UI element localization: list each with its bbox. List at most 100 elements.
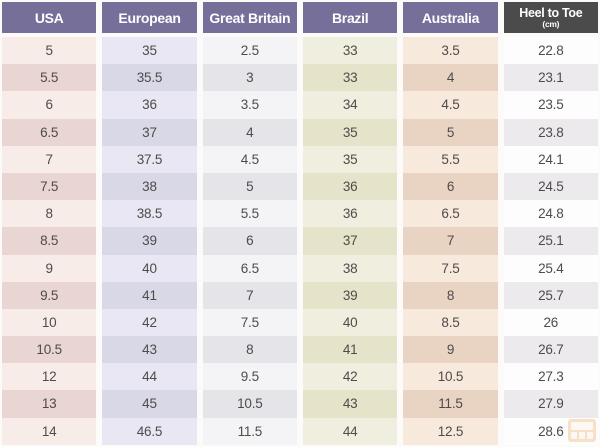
table-cell: 5.5: [2, 64, 97, 92]
table-cell: 44: [102, 363, 197, 391]
column-brazil: Brazil 33 33 34 35 35 36 36 37 38 39 40 41 42 43 44: [302, 2, 398, 445]
table-cell: 40: [102, 254, 197, 282]
table-cell: 44: [302, 417, 398, 445]
table-cell: 26.7: [503, 336, 598, 364]
table-cell: 22.8: [503, 37, 598, 65]
table-cell: 5: [202, 172, 297, 201]
table-cell: 8.5: [2, 227, 97, 255]
column-header-usa: USA: [2, 2, 97, 33]
table-cell: 6.5: [202, 254, 297, 282]
table-cell: 43: [102, 336, 197, 364]
table-cell: 33: [302, 64, 398, 92]
table-cell: 10.5: [202, 390, 297, 418]
table-cell: 23.1: [503, 64, 598, 92]
table-cell: 9.5: [202, 363, 297, 391]
grid-logo-icon: [568, 419, 596, 442]
table-cell: 38.5: [102, 200, 197, 228]
table-cell: 24.5: [503, 172, 598, 201]
table-cell: 3.5: [403, 37, 498, 65]
table-cell: 23.8: [503, 118, 598, 146]
table-cell: 27.3: [503, 363, 598, 391]
column-australia: Australia 3.5 4 4.5 5 5.5 6 6.5 7 7.5 8 8.5 9 10.5 11.…: [403, 2, 498, 445]
column-european: European 35 35.5 36 37 37.5 38 38.5 39 40 41 42 43 44…: [102, 2, 197, 445]
table-cell: 34: [302, 91, 398, 119]
table-cell: 4.5: [403, 91, 498, 119]
table-cell: 11.5: [202, 417, 297, 445]
table-cell: 45: [102, 390, 197, 418]
table-cell: 8.5: [403, 308, 498, 337]
table-cell: 23.5: [503, 91, 598, 119]
table-cell: 25.1: [503, 227, 598, 255]
column-header-heel-to-toe: Heel to Toe (cm): [503, 2, 598, 33]
table-cell: 24.8: [503, 200, 598, 228]
table-cell: 10: [2, 308, 97, 337]
column-header-great-britain: Great Britain: [202, 2, 297, 33]
table-cell: 7: [202, 281, 297, 309]
table-cell: 46.5: [102, 417, 197, 445]
column-header-brazil: Brazil: [302, 2, 398, 33]
column-header-label: Great Britain: [209, 9, 291, 26]
table-cell: 7.5: [202, 308, 297, 337]
table-cell: 35: [302, 145, 398, 173]
table-cell: 9: [2, 254, 97, 282]
column-header-european: European: [102, 2, 197, 33]
table-cell: 4: [202, 118, 297, 146]
table-cell: 37: [102, 118, 197, 146]
table-cell: 36: [102, 91, 197, 119]
table-cell: 35.5: [102, 64, 197, 92]
table-cell: 41: [102, 281, 197, 309]
table-cell: 41: [302, 336, 398, 364]
column-header-label: Heel to Toe: [519, 6, 583, 20]
table-cell: 12.5: [403, 417, 498, 445]
table-cell: 39: [102, 227, 197, 255]
table-cell: 25.4: [503, 254, 598, 282]
table-cell: 3: [202, 64, 297, 92]
column-header-label: European: [118, 9, 181, 26]
table-cell: 5.5: [202, 200, 297, 228]
table-cell: 4.5: [202, 145, 297, 173]
table-cell: 5.5: [403, 145, 498, 173]
table-cell: 7.5: [2, 172, 97, 201]
table-cell: 37: [302, 227, 398, 255]
table-cell: 8: [202, 336, 297, 364]
table-cell: 14: [2, 417, 97, 445]
table-cell: 6: [2, 91, 97, 119]
table-cell: 6.5: [2, 118, 97, 146]
table-cell: 2.5: [202, 37, 297, 65]
table-cell: 6: [202, 227, 297, 255]
table-cell: 43: [302, 390, 398, 418]
column-header-label: Australia: [421, 9, 480, 26]
table-cell: 42: [302, 363, 398, 391]
table-cell: 26: [503, 308, 598, 337]
table-cell: 7.5: [403, 254, 498, 282]
table-cell: 37.5: [102, 145, 197, 173]
table-cell: 3.5: [202, 91, 297, 119]
table-cell: 9.5: [2, 281, 97, 309]
column-header-label: USA: [34, 9, 64, 26]
table-cell: 33: [302, 37, 398, 65]
table-cell: 6.5: [403, 200, 498, 228]
table-cell: 7: [2, 145, 97, 173]
table-cell: 9: [403, 336, 498, 364]
table-cell: 13: [2, 390, 97, 418]
table-cell: 8: [403, 281, 498, 309]
table-cell: 38: [302, 254, 398, 282]
table-cell: 35: [102, 37, 197, 65]
table-cell: 8: [2, 200, 97, 228]
table-cell: 35: [302, 118, 398, 146]
table-cell: 40: [302, 308, 398, 337]
table-cell: 39: [302, 281, 398, 309]
table-cell: 24.1: [503, 145, 598, 173]
table-cell: 27.9: [503, 390, 598, 418]
table-cell: 10.5: [403, 363, 498, 391]
table-cell: 6: [403, 172, 498, 201]
table-cell: 5: [403, 118, 498, 146]
column-header-sublabel: (cm): [542, 19, 560, 29]
table-cell: 4: [403, 64, 498, 92]
column-header-label: Brazil: [331, 9, 369, 26]
column-heel-to-toe: Heel to Toe (cm) 22.8 23.1 23.5 23.8 24.1 24.5 2…: [503, 2, 598, 445]
table-cell: 10.5: [2, 336, 97, 364]
table-cell: 38: [102, 172, 197, 201]
table-cell: 11.5: [403, 390, 498, 418]
